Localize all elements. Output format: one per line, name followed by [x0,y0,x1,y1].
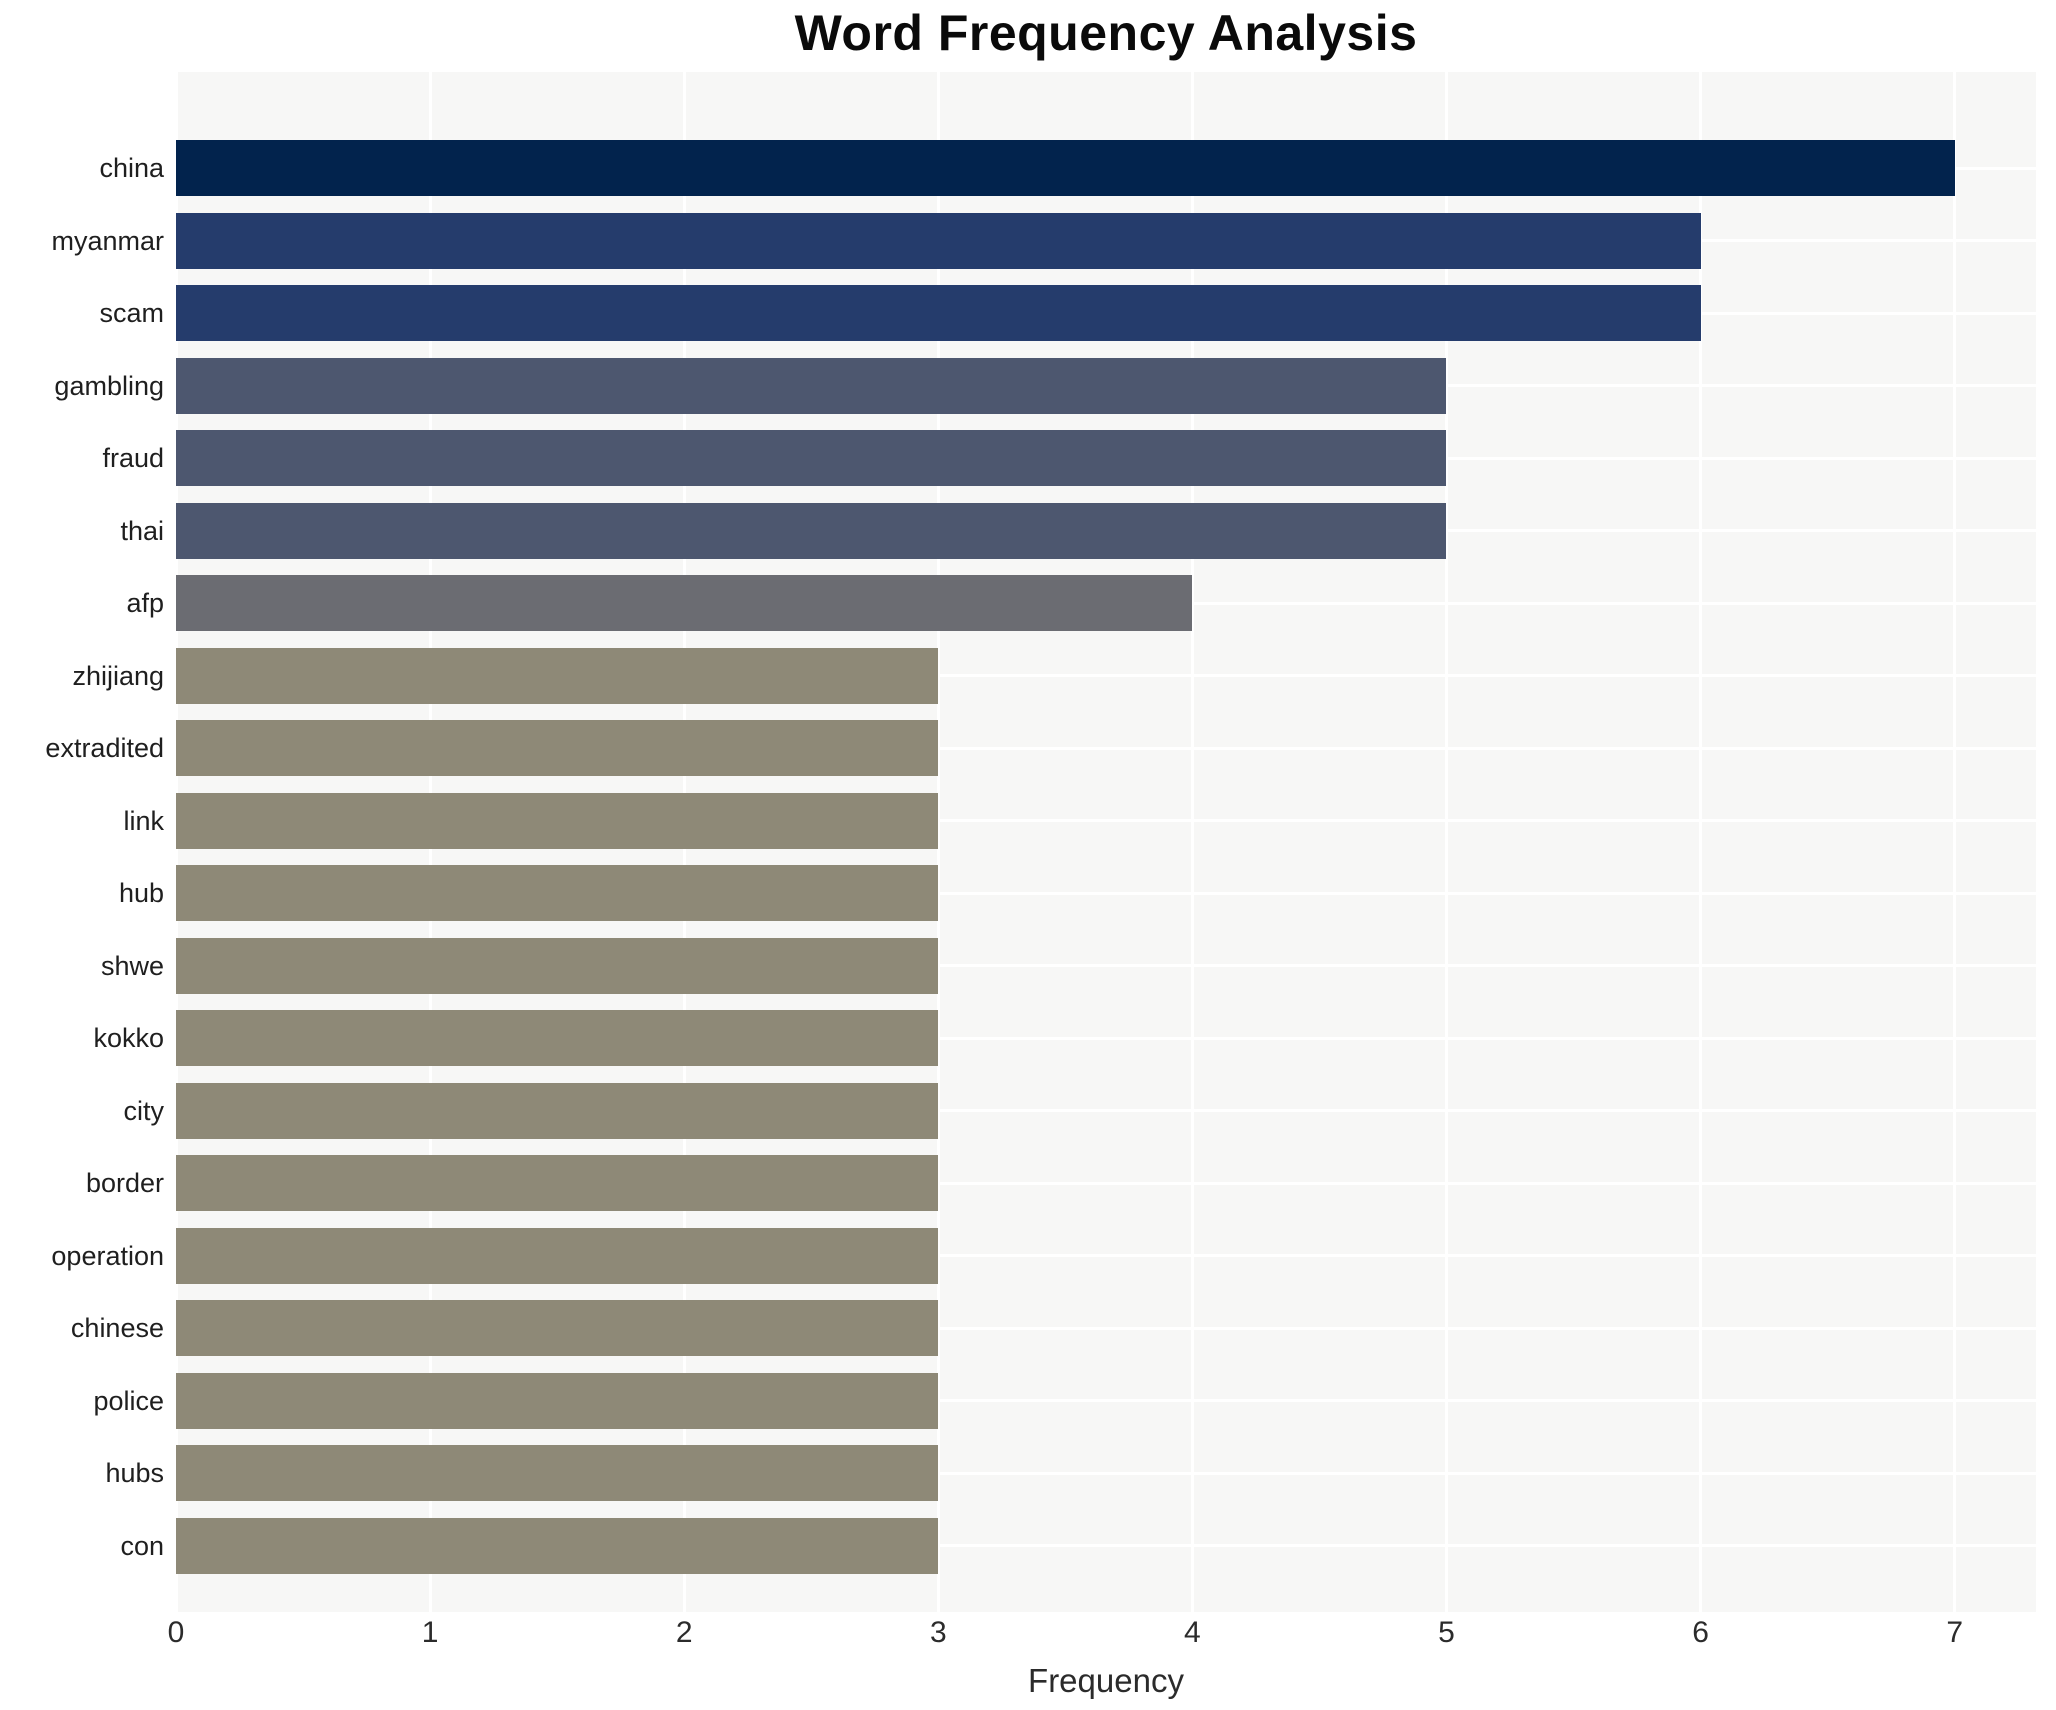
bar [176,140,1955,197]
bar [176,1300,939,1357]
gridline-horizontal [176,819,2036,823]
y-tick-label: hub [118,878,164,908]
bar [176,1227,939,1284]
y-tick-label: con [120,1530,164,1561]
gridline-horizontal [176,1254,2036,1258]
bar [176,792,939,849]
gridline-vertical [1190,72,1194,1612]
gridline-horizontal [176,1109,2036,1113]
y-tick-label: afp [126,588,164,618]
bar [176,285,1701,342]
y-tick-label: zhijiang [72,660,164,691]
y-tick-label: china [99,153,164,183]
bar [176,1445,939,1502]
x-tick-label: 6 [1692,1616,1709,1649]
gridline-horizontal [176,1471,2036,1475]
gridline-horizontal [176,674,2036,678]
y-tick-label: fraud [102,443,164,473]
gridline-horizontal [176,1036,2036,1040]
x-tick-label: 3 [929,1616,947,1649]
gridline-horizontal [176,746,2036,750]
bar [176,937,939,994]
y-tick-label: gambling [54,370,164,401]
x-tick-label: 0 [167,1616,185,1649]
y-tick-label: scam [99,298,164,328]
bar [176,1372,939,1429]
bar [176,1517,939,1574]
bar [176,865,939,922]
bar [176,647,939,704]
y-tick-label: chinese [70,1313,164,1343]
y-tick-label: thai [120,515,164,546]
x-tick-label: 7 [1946,1616,1964,1649]
bar [176,357,1447,414]
gridline-horizontal [176,964,2036,968]
gridline-horizontal [176,891,2036,895]
bar [176,502,1447,559]
bar [176,430,1447,487]
bar [176,575,1193,632]
gridline-horizontal [176,1399,2036,1403]
y-tick-label: city [123,1095,165,1126]
x-tick-label: 1 [421,1616,439,1649]
bar [176,720,939,777]
bar [176,1010,939,1067]
gridline-vertical [1953,72,1957,1612]
y-tick-label: operation [51,1240,164,1271]
gridline-vertical [1444,72,1448,1612]
y-tick-label: link [123,805,164,836]
y-tick-label: police [93,1385,164,1416]
gridline-horizontal [176,1544,2036,1548]
y-tick-label: extradited [45,733,164,763]
gridline-vertical [936,72,940,1612]
y-tick-label: myanmar [51,225,164,256]
y-tick-label: hubs [105,1458,164,1488]
bar [176,212,1701,269]
bar [176,1155,939,1212]
x-tick-label: 5 [1438,1616,1455,1649]
chart-title: Word Frequency Analysis [794,5,1418,61]
bar [176,1082,939,1139]
plot-area [176,72,2036,1612]
y-tick-label: shwe [100,950,164,981]
x-tick-label: 4 [1184,1616,1201,1649]
gridline-vertical [1699,72,1703,1612]
x-axis-title: Frequency [1028,1662,1184,1699]
x-tick-label: 2 [675,1616,693,1649]
gridline-horizontal [176,1326,2036,1330]
gridline-horizontal [176,1181,2036,1185]
y-tick-label: border [85,1168,164,1198]
y-tick-label: kokko [93,1023,164,1053]
